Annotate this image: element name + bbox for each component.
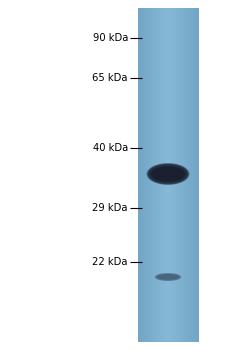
Ellipse shape [148, 164, 188, 184]
Bar [165, 8, 166, 342]
Bar [196, 8, 198, 342]
Bar [178, 8, 180, 342]
Bar [141, 8, 142, 342]
Bar [168, 8, 169, 342]
Bar [164, 8, 166, 342]
Bar [158, 8, 160, 342]
Text: 40 kDa: 40 kDa [93, 143, 128, 153]
Bar [155, 8, 157, 342]
Bar [184, 8, 185, 342]
Ellipse shape [147, 163, 189, 185]
Bar [169, 8, 171, 342]
Ellipse shape [148, 164, 188, 184]
Bar [174, 8, 176, 342]
Bar [182, 8, 184, 342]
Bar [152, 8, 153, 342]
Ellipse shape [147, 163, 189, 184]
Bar [151, 8, 153, 342]
Bar [154, 8, 155, 342]
Bar [162, 8, 164, 342]
Ellipse shape [157, 274, 179, 280]
Bar [142, 8, 144, 342]
Ellipse shape [148, 164, 188, 184]
Bar [189, 8, 191, 342]
Bar [170, 8, 171, 342]
Bar [139, 8, 140, 342]
Bar [176, 8, 178, 342]
Bar [156, 8, 157, 342]
Ellipse shape [148, 164, 188, 184]
Bar [192, 8, 193, 342]
Bar [175, 8, 176, 342]
Ellipse shape [148, 164, 188, 184]
Ellipse shape [147, 163, 189, 184]
Text: 65 kDa: 65 kDa [92, 73, 128, 83]
Bar [146, 8, 148, 342]
Bar [150, 8, 151, 342]
Bar [187, 8, 189, 342]
Bar [177, 8, 178, 342]
Ellipse shape [147, 163, 189, 185]
Ellipse shape [148, 164, 188, 184]
Bar [144, 8, 146, 342]
Ellipse shape [147, 163, 189, 184]
Ellipse shape [147, 163, 189, 185]
Bar [166, 8, 167, 342]
Bar [163, 8, 164, 342]
Bar [172, 8, 173, 342]
Bar [185, 8, 187, 342]
Bar [143, 8, 144, 342]
Bar [145, 8, 146, 342]
Bar [181, 8, 182, 342]
Bar [194, 8, 196, 342]
Bar [190, 8, 191, 342]
Bar [186, 8, 187, 342]
Bar [173, 8, 175, 342]
Text: 90 kDa: 90 kDa [93, 33, 128, 43]
Bar [183, 8, 184, 342]
Text: 22 kDa: 22 kDa [92, 257, 128, 267]
Ellipse shape [151, 166, 185, 182]
Ellipse shape [147, 164, 189, 184]
Bar [157, 8, 158, 342]
Bar [138, 8, 140, 342]
Ellipse shape [147, 164, 189, 184]
Bar [161, 8, 162, 342]
Bar [160, 8, 162, 342]
Bar [147, 8, 148, 342]
Bar [167, 8, 169, 342]
Bar [195, 8, 196, 342]
Ellipse shape [146, 163, 189, 185]
Ellipse shape [148, 164, 188, 184]
Bar [191, 8, 193, 342]
Bar [153, 8, 155, 342]
Bar [171, 8, 173, 342]
Bar [197, 8, 198, 342]
Bar [148, 8, 149, 342]
Ellipse shape [146, 163, 190, 185]
Text: 29 kDa: 29 kDa [92, 203, 128, 213]
Bar [159, 8, 160, 342]
Bar [179, 8, 180, 342]
Bar [140, 8, 142, 342]
Bar [188, 8, 189, 342]
Ellipse shape [147, 163, 189, 185]
Bar [149, 8, 151, 342]
Bar [193, 8, 194, 342]
Ellipse shape [148, 164, 188, 184]
Bar [180, 8, 182, 342]
